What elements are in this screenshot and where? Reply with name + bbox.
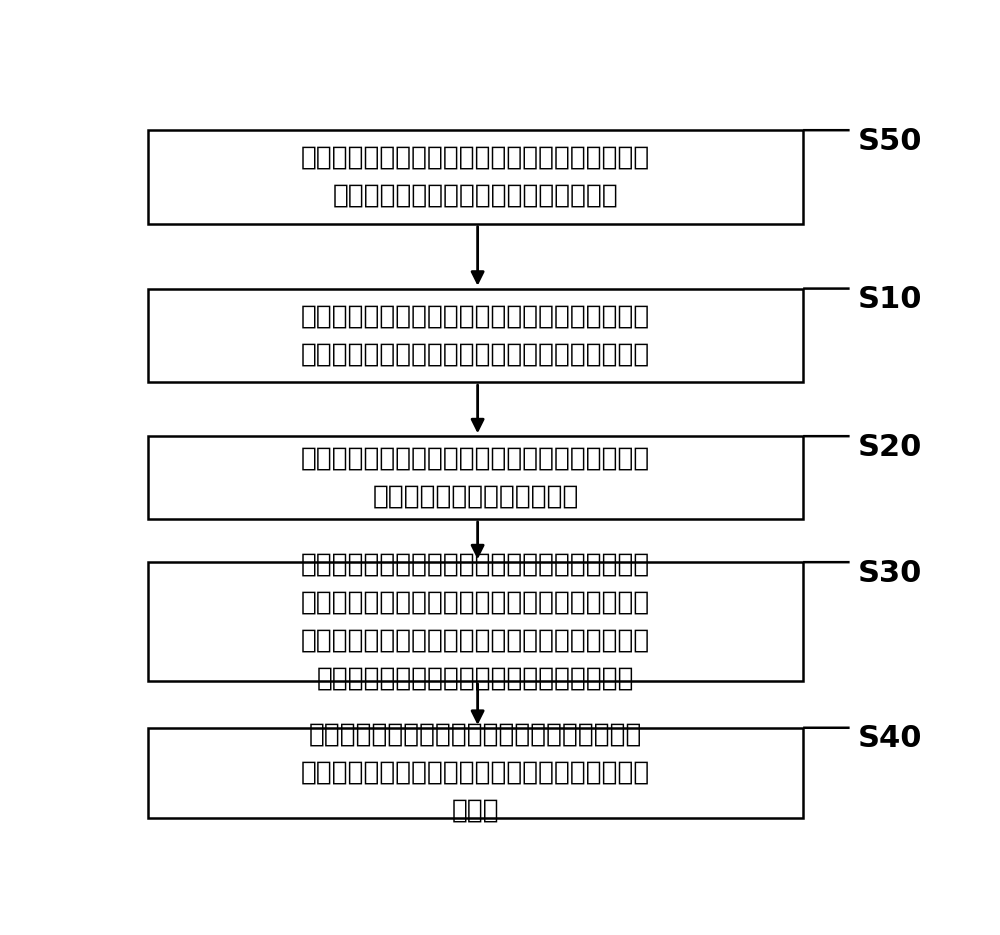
FancyBboxPatch shape [148,130,803,223]
Text: S30: S30 [857,558,922,587]
Text: 当车辆退出机场的停车场时，根据当前车辆的车牌
号，判断所述当前车辆的车牌号是否为会员车牌号: 当车辆退出机场的停车场时，根据当前车辆的车牌 号，判断所述当前车辆的车牌号是否为… [301,303,650,367]
FancyBboxPatch shape [148,289,803,382]
FancyBboxPatch shape [148,436,803,519]
Text: 将所述会员车牌号及其对应的停车信息发送至所述
航空公司的应用平台，以供所述航空公司的应用平
台根据预设的积分兑换规则将所述会员车牌号对应
的会员积分兑换停车费，: 将所述会员车牌号及其对应的停车信息发送至所述 航空公司的应用平台，以供所述航空公… [301,552,650,692]
Text: S40: S40 [857,724,922,754]
Text: S50: S50 [857,126,922,155]
Text: 接收所述航空公司的应用平台反馈的积分兑换结
果，根据所述积分兑换结果确定是否对所述当前车
辆放行: 接收所述航空公司的应用平台反馈的积分兑换结 果，根据所述积分兑换结果确定是否对所… [301,722,650,824]
Text: S10: S10 [857,285,922,314]
Text: S20: S20 [857,433,922,462]
Text: 将一个车牌号与一个航空公司中的会员账号进行关
联，以生成对应的航空公司的会员车牌号: 将一个车牌号与一个航空公司中的会员账号进行关 联，以生成对应的航空公司的会员车牌… [301,145,650,209]
FancyBboxPatch shape [148,562,803,681]
FancyBboxPatch shape [148,727,803,818]
Text: 若所述当前车辆的车牌号为会员车牌号，则确定所
述会员车牌号对应的航空公司: 若所述当前车辆的车牌号为会员车牌号，则确定所 述会员车牌号对应的航空公司 [301,446,650,510]
